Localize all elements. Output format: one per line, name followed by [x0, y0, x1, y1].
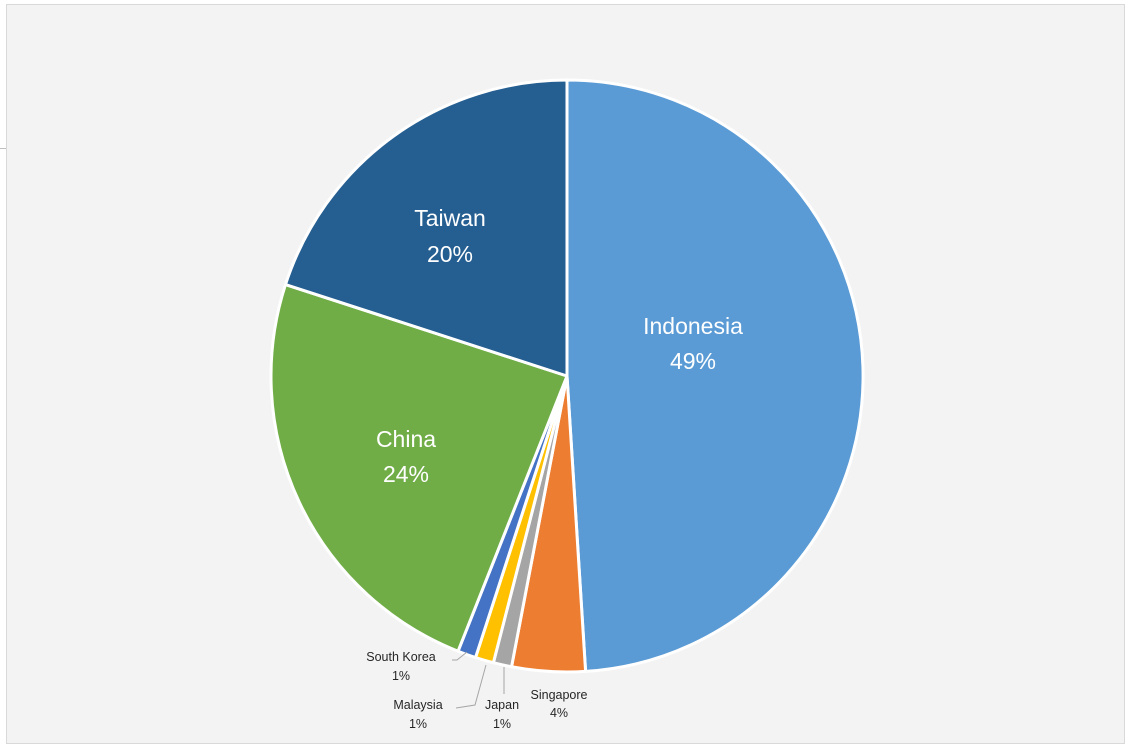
leader-line-south-korea [452, 651, 468, 661]
slice-label-malaysia: Malaysia [393, 698, 442, 712]
data-labels: Indonesia 49% Singapore 4% Japan 1% Malaysia 1%… [366, 205, 743, 731]
slice-percent-south-korea: 1% [392, 669, 410, 683]
pie-slice-indonesia [565, 78, 865, 673]
slice-label-china: China [376, 426, 436, 452]
slice-percent-malaysia: 1% [409, 717, 427, 731]
slice-percent-indonesia: 49% [670, 348, 716, 374]
slice-label-japan: Japan [485, 698, 519, 712]
slice-label-taiwan: Taiwan [414, 205, 486, 231]
slice-percent-singapore: 4% [550, 706, 568, 720]
slice-percent-taiwan: 20% [427, 241, 473, 267]
slice-percent-china: 24% [383, 461, 429, 487]
slice-label-south-korea: South Korea [366, 650, 436, 664]
slice-label-indonesia: Indonesia [643, 313, 743, 339]
slice-label-singapore: Singapore [531, 688, 588, 702]
leader-lines [452, 651, 505, 709]
slice-percent-japan: 1% [493, 717, 511, 731]
leader-line-malaysia [455, 664, 487, 709]
left-edge-rule [0, 148, 6, 149]
pie-slice-china [269, 283, 569, 653]
pie-slices [269, 78, 865, 674]
pie-slice-taiwan [283, 78, 569, 378]
